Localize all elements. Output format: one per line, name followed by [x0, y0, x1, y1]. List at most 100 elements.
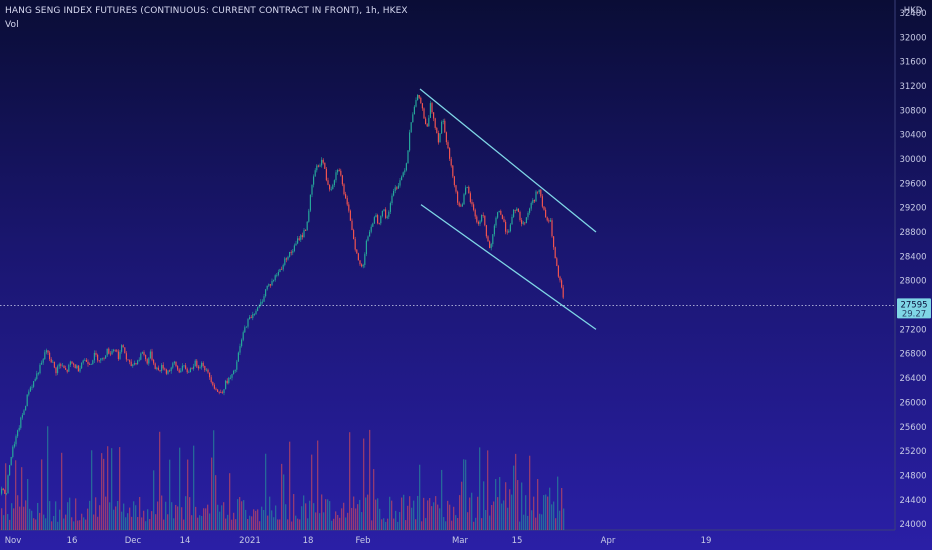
volume-bar — [363, 438, 365, 530]
volume-bar — [67, 502, 69, 530]
candle — [348, 201, 350, 213]
volume-bar — [365, 497, 367, 530]
volume-bar — [515, 453, 517, 530]
candle — [215, 387, 217, 391]
volume-bar — [355, 508, 357, 530]
candle — [239, 343, 241, 355]
candle — [397, 183, 399, 189]
candle — [447, 140, 449, 150]
candle — [17, 429, 19, 439]
candle — [55, 366, 57, 376]
volume-bar — [393, 518, 395, 530]
volume-bar — [423, 497, 425, 530]
volume-bar — [133, 501, 135, 530]
volume-bar — [401, 497, 403, 530]
candle — [47, 350, 49, 355]
candle — [428, 115, 430, 127]
volume-bar — [307, 518, 309, 530]
candle — [458, 201, 460, 208]
candle — [559, 275, 561, 283]
candle — [487, 235, 489, 242]
volume-bar — [467, 512, 469, 530]
candle — [407, 150, 409, 164]
volume-bar — [199, 515, 201, 530]
volume-bar — [115, 506, 117, 530]
candle — [433, 112, 435, 122]
candle — [391, 193, 393, 206]
candle — [41, 360, 43, 365]
candle — [367, 235, 369, 242]
candle — [466, 186, 468, 189]
volume-bar — [267, 515, 269, 530]
volume-bar — [197, 517, 199, 530]
candle — [415, 97, 417, 108]
candle — [189, 367, 191, 373]
candle — [113, 348, 115, 353]
candle — [202, 361, 204, 368]
volume-bar — [485, 509, 487, 530]
volume-bar — [517, 480, 519, 530]
candle — [313, 174, 315, 188]
volume-bar — [17, 495, 19, 530]
volume-bar — [509, 489, 511, 530]
candle — [341, 174, 343, 187]
candle — [343, 183, 345, 196]
volume-bar — [497, 497, 499, 530]
candle — [237, 351, 239, 362]
candle — [305, 229, 307, 231]
candle — [553, 236, 555, 250]
x-tick-label: 18 — [303, 536, 314, 546]
volume-bar — [9, 519, 11, 530]
candle — [28, 389, 30, 397]
candle — [439, 133, 441, 143]
candle — [545, 207, 547, 218]
candle — [333, 179, 335, 188]
candle — [410, 122, 412, 133]
candle — [60, 362, 62, 369]
candle — [90, 363, 92, 365]
candle — [329, 184, 331, 192]
y-tick-label: 25600 — [899, 423, 926, 433]
volume-bar — [327, 499, 329, 530]
volume-bar — [443, 517, 445, 530]
candle — [431, 102, 433, 114]
volume-bar — [397, 521, 399, 530]
candle — [185, 362, 187, 370]
volume-bar — [27, 479, 29, 530]
candle — [242, 330, 244, 342]
volume-bar — [469, 497, 471, 530]
volume-bar — [415, 519, 417, 530]
volume-bar — [101, 453, 103, 530]
volume-bar — [85, 519, 87, 530]
candle — [4, 489, 6, 494]
volume-bar — [385, 521, 387, 530]
trendline — [420, 204, 597, 330]
volume-bar — [145, 521, 147, 530]
volume-bar — [477, 496, 479, 530]
candle — [106, 348, 108, 357]
volume-bar — [243, 500, 245, 530]
volume-bar — [379, 508, 381, 530]
volume-bar — [369, 429, 371, 530]
candle — [269, 283, 271, 288]
y-tick-label: 30800 — [899, 106, 926, 116]
volume-bar — [227, 514, 229, 530]
volume-bar — [161, 495, 163, 530]
candle — [151, 348, 153, 362]
candle — [205, 368, 207, 372]
volume-bar — [293, 494, 295, 530]
candle — [116, 348, 118, 353]
volume-bar — [317, 440, 319, 530]
volume-bar — [215, 475, 217, 530]
y-tick-label: 24400 — [899, 496, 926, 506]
candle — [356, 248, 358, 254]
volume-bar — [75, 498, 77, 530]
candle — [31, 384, 33, 391]
candle — [540, 189, 542, 198]
candle — [234, 369, 236, 373]
candle — [273, 279, 275, 283]
candle — [9, 464, 11, 476]
candle — [471, 199, 473, 207]
volume-bar — [291, 521, 293, 530]
